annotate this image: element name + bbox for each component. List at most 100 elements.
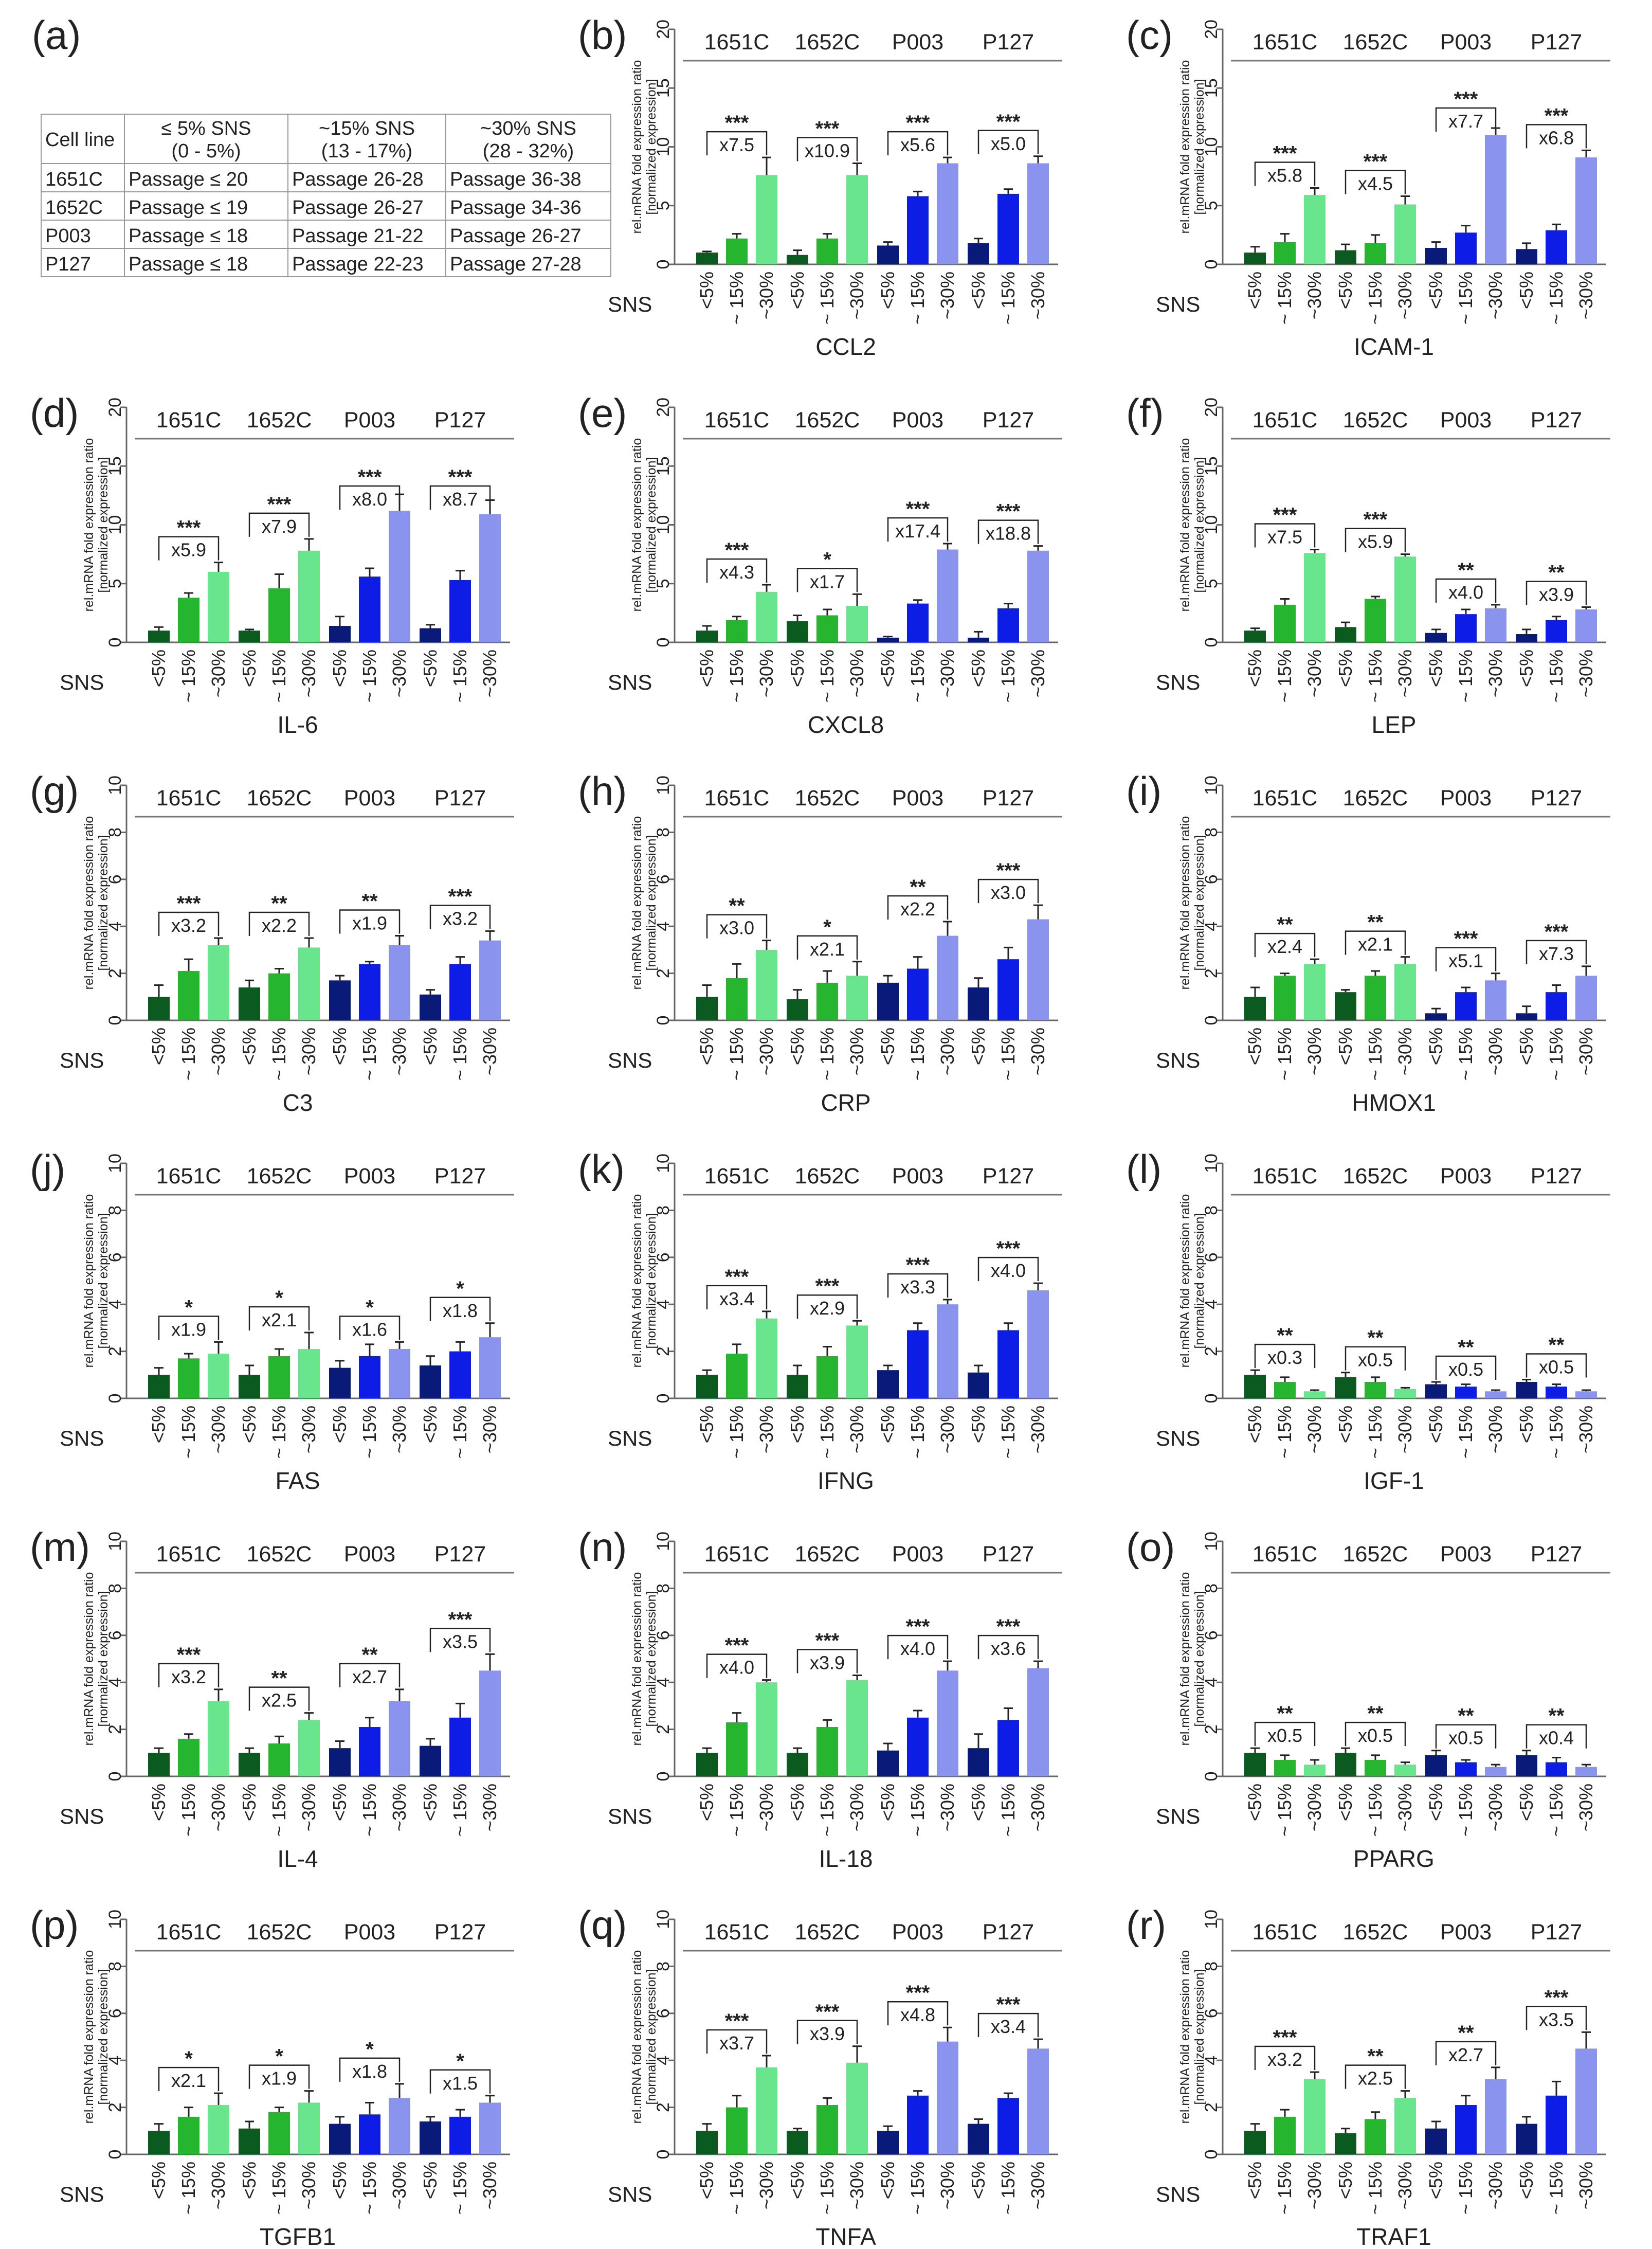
x-tick-label: ~ 15% [816, 650, 838, 703]
significance-bracket [706, 131, 768, 156]
x-tick-label: <5% [696, 1406, 717, 1443]
group-label: P127 [434, 408, 486, 433]
x-tick-label: ~ 15% [816, 1784, 838, 1837]
group-label: 1652C [795, 1920, 860, 1945]
table-subheader: (0 - 5%) [171, 140, 241, 162]
x-tick-label: ~30% [1304, 650, 1325, 697]
y-tick-label: 2 [653, 968, 673, 978]
x-tick-label: ~30% [1027, 1028, 1048, 1075]
x-tick-label: ~ 15% [1365, 2162, 1386, 2215]
fold-change-label: x3.4 [991, 2016, 1026, 2037]
bar [997, 2098, 1019, 2154]
group-label: P003 [892, 1920, 943, 1945]
y-tick-label: 6 [653, 874, 673, 884]
bar [846, 1680, 868, 1776]
fold-change-label: x5.0 [991, 133, 1026, 154]
x-tick-label: <5% [1244, 1406, 1265, 1443]
x-tick-label: ~30% [846, 650, 867, 697]
y-tick-label: 2 [105, 1724, 125, 1734]
y-tick-label: 8 [653, 827, 673, 837]
bar [1027, 1290, 1049, 1398]
table-cell: Passage 27-28 [450, 254, 582, 275]
y-tick-label: 5 [1202, 579, 1221, 588]
significance-bracket [1345, 1721, 1406, 1747]
y-tick-label: 4 [1202, 2056, 1221, 2065]
significance-stars: * [275, 2045, 283, 2068]
x-tick-label: ~ 15% [449, 650, 470, 703]
fold-change-label: x1.9 [171, 1319, 206, 1340]
x-tick-label: ~ 15% [1274, 1028, 1295, 1081]
fold-change-label: x8.0 [352, 489, 387, 510]
significance-bracket [1345, 170, 1406, 194]
bar [1516, 634, 1537, 642]
y-tick-label: 10 [653, 515, 673, 535]
bar [449, 2116, 471, 2154]
bar [1546, 1387, 1567, 1398]
fold-change-label: x2.7 [352, 1666, 387, 1687]
x-tick-label: ~ 15% [997, 1784, 1019, 1837]
significance-stars: ** [1367, 1702, 1384, 1725]
panel-letter: (q) [578, 1902, 627, 1948]
bar [178, 2116, 199, 2154]
significance-bracket [1345, 2064, 1406, 2089]
table-cell: Passage ≤ 19 [129, 197, 248, 219]
x-tick-label: ~ 15% [178, 2162, 199, 2215]
significance-stars: *** [1364, 509, 1388, 531]
x-tick-label: ~30% [1394, 272, 1415, 319]
bar [449, 1717, 471, 1776]
group-label: 1652C [795, 408, 860, 433]
fold-change-label: x4.8 [900, 2004, 935, 2025]
x-tick-label: ~ 15% [726, 1406, 747, 1459]
chart-panel-e: (e)rel.mRNA fold expression ratio [normal… [578, 390, 1062, 738]
significance-stars: * [185, 2047, 193, 2070]
group-label: P003 [1440, 1542, 1492, 1567]
significance-stars: *** [177, 1644, 201, 1666]
x-tick-label: ~ 15% [997, 650, 1019, 703]
bar [1425, 1755, 1447, 1776]
fold-change-label: x1.7 [810, 571, 845, 592]
bar [1425, 1384, 1447, 1398]
y-tick-label: 0 [653, 1016, 673, 1025]
bar [1027, 919, 1049, 1020]
y-tick-label: 6 [1202, 1252, 1221, 1262]
x-tick-label: ~30% [937, 650, 958, 697]
panel-letter: (k) [578, 1146, 625, 1192]
significance-bracket [158, 1316, 220, 1340]
chart-panel-o: (o)rel.mRNA fold expression ratio [normal… [1126, 1524, 1610, 1872]
y-axis-label-2: [normalized expression] [644, 1591, 659, 1726]
bar [239, 987, 260, 1020]
bar [178, 598, 199, 642]
group-label: P127 [1531, 1920, 1582, 1945]
x-tick-label: ~ 15% [268, 650, 289, 703]
x-tick-label: ~ 15% [178, 1784, 199, 1837]
table-cell: P127 [45, 254, 91, 275]
x-tick-label: ~ 15% [1546, 2162, 1567, 2215]
significance-stars: *** [725, 1634, 749, 1657]
table-cell: P003 [45, 225, 91, 247]
x-tick-label: ~30% [1304, 272, 1325, 319]
significance-bracket [796, 1294, 858, 1319]
bar [696, 997, 718, 1020]
x-tick-label: <5% [329, 1406, 350, 1443]
gene-name: TNFA [815, 2223, 876, 2249]
group-label: 1652C [795, 786, 860, 811]
y-tick-label: 20 [653, 20, 673, 39]
fold-change-label: x1.9 [352, 912, 387, 933]
x-tick-label: <5% [787, 2162, 808, 2199]
bar [1575, 1391, 1597, 1398]
x-tick-label: ~ 15% [997, 2162, 1019, 2215]
fold-change-label: x3.3 [900, 1276, 935, 1298]
x-tick-label: ~ 15% [816, 2162, 838, 2215]
x-tick-label: ~ 15% [907, 1784, 928, 1837]
group-label: P127 [434, 1920, 486, 1945]
fold-change-label: x2.7 [1448, 2044, 1483, 2065]
bar [1365, 243, 1386, 264]
bar [968, 987, 989, 1020]
y-axis-label-2: [normalized expression] [644, 457, 659, 592]
significance-stars: *** [358, 466, 382, 489]
significance-bracket [1435, 947, 1497, 971]
group-label: P127 [434, 1542, 486, 1567]
significance-stars: ** [1277, 1324, 1293, 1347]
bar [239, 2128, 260, 2154]
x-tick-label: <5% [787, 650, 808, 687]
